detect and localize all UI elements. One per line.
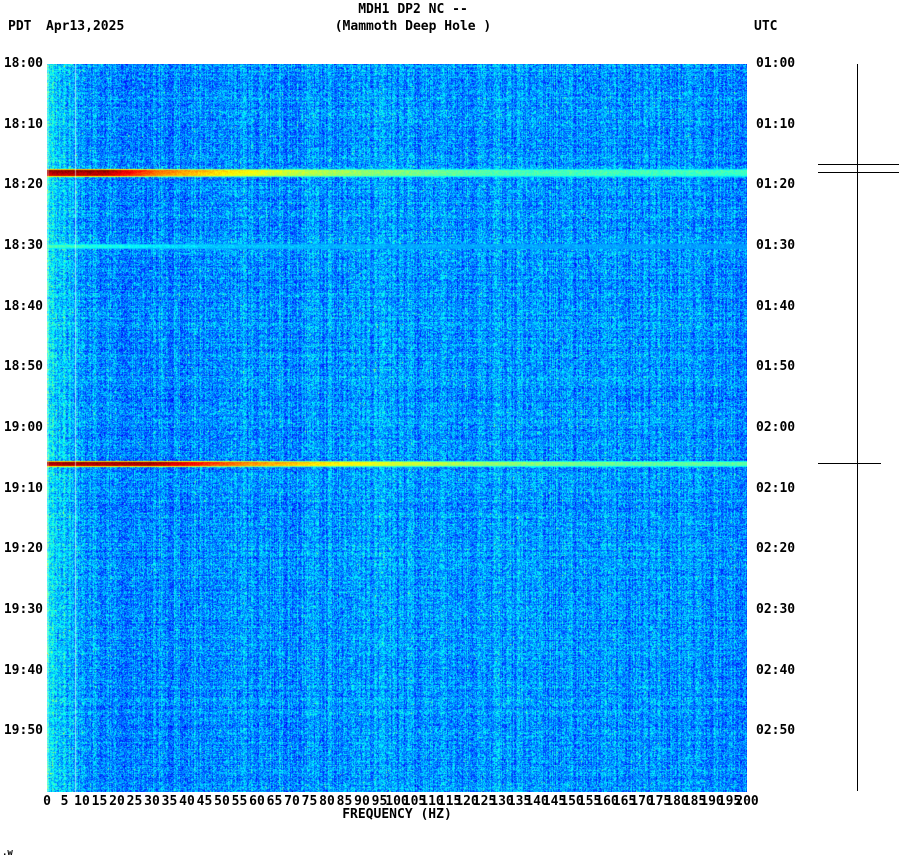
right-scale-line xyxy=(857,64,858,791)
left-time-label: 18:40 xyxy=(0,300,43,314)
left-time-label: 18:30 xyxy=(0,239,43,253)
x-axis-title: FREQUENCY (HZ) xyxy=(47,808,747,822)
right-time-label: 02:40 xyxy=(756,664,816,678)
station-title: MDH1 DP2 NC -- xyxy=(47,3,779,17)
left-time-label: 18:10 xyxy=(0,118,43,132)
event-amplitude-tick xyxy=(818,463,881,464)
left-time-label: 19:30 xyxy=(0,603,43,617)
right-time-label: 02:30 xyxy=(756,603,816,617)
spectrogram-page: PDT Apr13,2025 MDH1 DP2 NC -- (Mammoth D… xyxy=(0,0,902,864)
timezone-right-label: UTC xyxy=(754,20,777,34)
station-subtitle: (Mammoth Deep Hole ) xyxy=(47,20,779,34)
right-time-label: 02:10 xyxy=(756,482,816,496)
right-time-label: 02:00 xyxy=(756,421,816,435)
left-time-label: 19:50 xyxy=(0,724,43,738)
right-time-label: 02:20 xyxy=(756,542,816,556)
left-time-label: 18:00 xyxy=(0,57,43,71)
event-amplitude-tick xyxy=(818,172,899,173)
right-time-label: 01:10 xyxy=(756,118,816,132)
spectrogram-canvas xyxy=(47,64,747,792)
left-time-label: 18:20 xyxy=(0,178,43,192)
timezone-left-label: PDT xyxy=(8,20,31,34)
event-amplitude-tick xyxy=(818,164,899,165)
right-time-label: 01:00 xyxy=(756,57,816,71)
freq-tick-label: 200 xyxy=(727,795,767,809)
right-time-label: 01:30 xyxy=(756,239,816,253)
left-time-label: 19:20 xyxy=(0,542,43,556)
right-time-label: 01:50 xyxy=(756,360,816,374)
right-time-label: 01:20 xyxy=(756,178,816,192)
watermark: .w xyxy=(2,846,13,860)
left-time-label: 19:40 xyxy=(0,664,43,678)
right-time-label: 02:50 xyxy=(756,724,816,738)
left-time-label: 19:00 xyxy=(0,421,43,435)
left-time-label: 19:10 xyxy=(0,482,43,496)
right-time-label: 01:40 xyxy=(756,300,816,314)
left-time-label: 18:50 xyxy=(0,360,43,374)
